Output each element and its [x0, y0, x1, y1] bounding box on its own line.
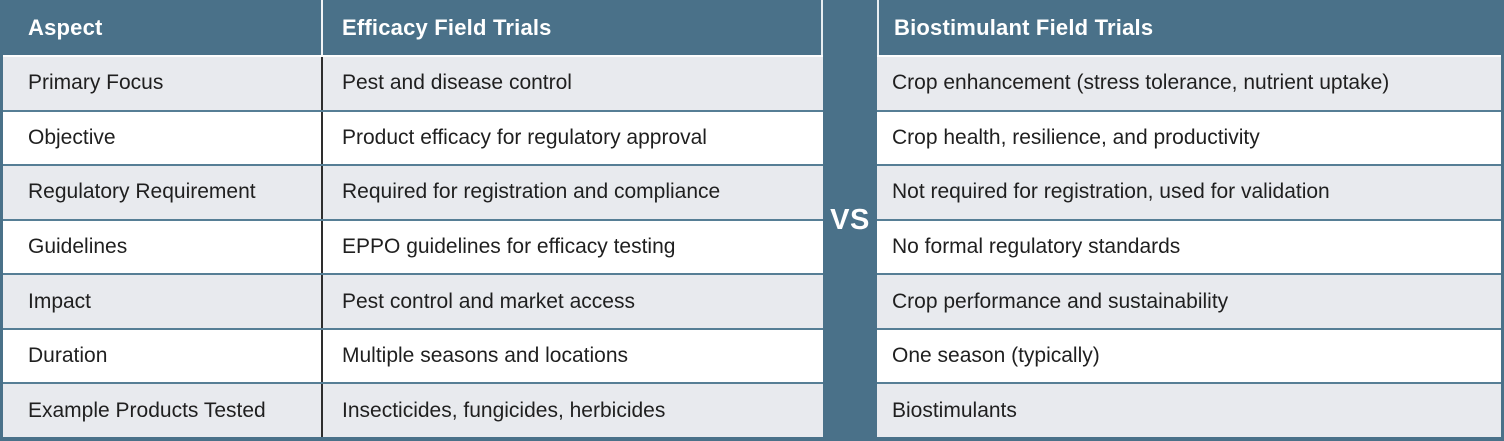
efficacy-cell: Required for registration and compliance — [342, 180, 721, 204]
biostimulant-cell: Crop enhancement (stress tolerance, nutr… — [892, 71, 1390, 95]
table-row-primary-focus: Crop enhancement (stress tolerance, nutr… — [877, 55, 1501, 110]
table-row-regulatory-requirement: Not required for registration, used for … — [877, 164, 1501, 219]
aspect-cell: Primary Focus — [3, 57, 323, 110]
vs-label: VS — [830, 204, 870, 236]
efficacy-table: Aspect Efficacy Field Trials Primary Foc… — [0, 0, 823, 441]
biostimulant-cell: Not required for registration, used for … — [892, 180, 1330, 204]
vs-divider-bar: VS — [823, 0, 877, 441]
efficacy-column-header: Efficacy Field Trials — [342, 14, 552, 40]
aspect-column-header: Aspect — [3, 0, 323, 55]
aspect-cell: Regulatory Requirement — [3, 166, 323, 219]
table-row-objective: Crop health, resilience, and productivit… — [877, 109, 1501, 165]
biostimulant-column-header: Biostimulant Field Trials — [894, 14, 1154, 40]
efficacy-cell: Multiple seasons and locations — [342, 344, 629, 368]
table-row-regulatory-requirement: Regulatory Requirement Required for regi… — [3, 164, 823, 219]
efficacy-cell: Pest control and market access — [342, 289, 635, 313]
table-row-duration: Duration Multiple seasons and locations — [3, 327, 823, 383]
table-row-example-products: Example Products Tested Insecticides, fu… — [3, 382, 823, 438]
biostimulant-cell: One season (typically) — [892, 344, 1100, 368]
biostimulant-table-header-row: Biostimulant Field Trials — [877, 0, 1501, 55]
table-row-duration: One season (typically) — [877, 327, 1501, 383]
table-row-guidelines: No formal regulatory standards — [877, 218, 1501, 274]
table-row-impact: Impact Pest control and market access — [3, 273, 823, 328]
biostimulant-table: Biostimulant Field Trials Crop enhanceme… — [877, 0, 1504, 441]
table-row-impact: Crop performance and sustainability — [877, 273, 1501, 328]
table-row-guidelines: Guidelines EPPO guidelines for efficacy … — [3, 218, 823, 274]
efficacy-cell: Pest and disease control — [342, 71, 572, 95]
aspect-cell: Impact — [3, 275, 323, 328]
biostimulant-cell: Biostimulants — [892, 398, 1017, 422]
table-row-example-products: Biostimulants — [877, 382, 1501, 438]
efficacy-cell: EPPO guidelines for efficacy testing — [342, 235, 676, 259]
efficacy-cell: Product efficacy for regulatory approval — [342, 125, 707, 149]
aspect-cell: Example Products Tested — [3, 384, 323, 438]
biostimulant-cell: No formal regulatory standards — [892, 235, 1181, 259]
efficacy-cell: Insecticides, fungicides, herbicides — [342, 398, 666, 422]
aspect-cell: Guidelines — [3, 220, 323, 274]
efficacy-table-header-row: Aspect Efficacy Field Trials — [3, 0, 823, 55]
biostimulant-cell: Crop health, resilience, and productivit… — [892, 125, 1260, 149]
biostimulant-cell: Crop performance and sustainability — [892, 289, 1229, 313]
aspect-cell: Objective — [3, 111, 323, 165]
table-row-objective: Objective Product efficacy for regulator… — [3, 109, 823, 165]
aspect-cell: Duration — [3, 329, 323, 383]
table-row-primary-focus: Primary Focus Pest and disease control — [3, 55, 823, 110]
